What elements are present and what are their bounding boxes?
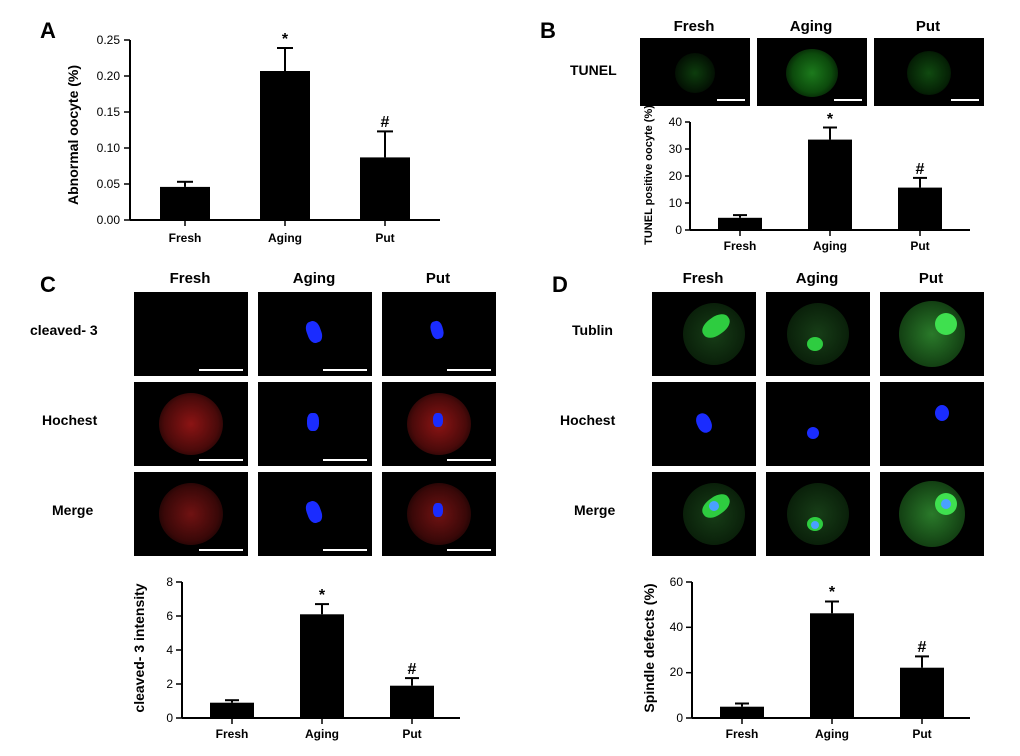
panel-d-col-put: Put <box>878 270 984 287</box>
d-hochest-put <box>880 382 984 466</box>
panel-d-label: D <box>552 272 568 298</box>
d-merge-put <box>880 472 984 556</box>
svg-text:Put: Put <box>912 727 931 741</box>
panel-b-micro-put <box>874 38 984 106</box>
svg-text:Put: Put <box>910 239 929 253</box>
svg-text:Fresh: Fresh <box>216 727 249 741</box>
panel-c-label: C <box>40 272 56 298</box>
svg-text:4: 4 <box>166 643 173 657</box>
panel-c-row-hochest: Hochest <box>42 412 97 428</box>
c-cleaved3-aging <box>258 292 372 376</box>
svg-text:40: 40 <box>669 115 683 129</box>
d-hochest-aging <box>766 382 870 466</box>
svg-text:Aging: Aging <box>815 727 849 741</box>
d-tublin-aging <box>766 292 870 376</box>
c-cleaved3-fresh <box>134 292 248 376</box>
panel-d-row-hochest: Hochest <box>560 412 615 428</box>
panel-d-col-fresh: Fresh <box>650 270 756 287</box>
panel-d-row-merge: Merge <box>574 502 615 518</box>
svg-text:Fresh: Fresh <box>726 727 759 741</box>
c-hochest-fresh <box>134 382 248 466</box>
svg-text:#: # <box>408 661 417 678</box>
figure: A Abnormal oocyte (%) 0.00 0.05 0.10 0.1… <box>0 0 1020 756</box>
panel-b-col-put: Put <box>872 18 984 35</box>
panel-c-chart: cleaved- 3 intensity 0 2 4 6 8 * # Fresh… <box>130 570 480 745</box>
svg-text:*: * <box>829 584 836 601</box>
svg-text:Fresh: Fresh <box>169 231 202 245</box>
svg-text:10: 10 <box>669 196 683 210</box>
panel-a-label: A <box>40 18 56 44</box>
panel-b-rowlabel: TUNEL <box>570 62 617 78</box>
svg-text:#: # <box>918 639 927 656</box>
panel-c-col-put: Put <box>380 270 496 287</box>
panel-b-col-fresh: Fresh <box>638 18 750 35</box>
svg-text:Aging: Aging <box>813 239 847 253</box>
panel-a-xticks: Fresh Aging Put <box>169 220 395 245</box>
panel-a-yticks: 0.00 0.05 0.10 0.15 0.20 0.25 <box>97 33 130 227</box>
svg-text:0.10: 0.10 <box>97 141 121 155</box>
svg-text:20: 20 <box>669 169 683 183</box>
svg-text:2: 2 <box>166 677 173 691</box>
panel-b-ylabel: TUNEL positive oocyte (%) <box>643 105 655 245</box>
svg-text:0: 0 <box>676 711 683 725</box>
panel-c-row-cleaved3: cleaved- 3 <box>30 322 98 338</box>
panel-a-chart: Abnormal oocyte (%) 0.00 0.05 0.10 0.15 … <box>60 30 460 255</box>
panel-c-row-merge: Merge <box>52 502 93 518</box>
panel-c-ylabel: cleaved- 3 intensity <box>131 583 147 712</box>
svg-text:Put: Put <box>402 727 421 741</box>
d-hochest-fresh <box>652 382 756 466</box>
svg-text:6: 6 <box>166 609 173 623</box>
c-hochest-put <box>382 382 496 466</box>
svg-text:#: # <box>381 114 390 131</box>
c-merge-aging <box>258 472 372 556</box>
c-merge-put <box>382 472 496 556</box>
svg-text:0.20: 0.20 <box>97 69 121 83</box>
svg-text:*: * <box>827 111 834 128</box>
svg-text:Aging: Aging <box>305 727 339 741</box>
panel-b-col-aging: Aging <box>755 18 867 35</box>
panel-b-micro-aging <box>757 38 867 106</box>
svg-text:Fresh: Fresh <box>724 239 757 253</box>
svg-text:#: # <box>916 161 925 178</box>
svg-text:30: 30 <box>669 142 683 156</box>
panel-d-chart: Spindle defects (%) 0 20 40 60 * # Fresh… <box>640 570 990 745</box>
svg-text:Aging: Aging <box>268 231 302 245</box>
svg-text:0.25: 0.25 <box>97 33 121 47</box>
panel-d-col-aging: Aging <box>764 270 870 287</box>
c-hochest-aging <box>258 382 372 466</box>
d-merge-aging <box>766 472 870 556</box>
panel-a-bars <box>160 71 410 220</box>
d-tublin-put <box>880 292 984 376</box>
panel-b-chart: TUNEL positive oocyte (%) 0 10 20 30 40 … <box>640 112 985 254</box>
svg-text:*: * <box>282 31 289 48</box>
panel-d-row-tublin: Tublin <box>572 322 613 338</box>
svg-text:0: 0 <box>166 711 173 725</box>
c-merge-fresh <box>134 472 248 556</box>
panel-d-ylabel: Spindle defects (%) <box>641 583 657 712</box>
svg-text:0.05: 0.05 <box>97 177 121 191</box>
svg-text:0.00: 0.00 <box>97 213 121 227</box>
svg-text:20: 20 <box>670 665 684 679</box>
svg-text:60: 60 <box>670 575 684 589</box>
panel-c-col-fresh: Fresh <box>132 270 248 287</box>
c-cleaved3-put <box>382 292 496 376</box>
svg-text:*: * <box>319 587 326 604</box>
panel-a-ylabel: Abnormal oocyte (%) <box>65 65 81 205</box>
d-merge-fresh <box>652 472 756 556</box>
svg-text:8: 8 <box>166 575 173 589</box>
svg-text:40: 40 <box>670 620 684 634</box>
panel-c-col-aging: Aging <box>256 270 372 287</box>
svg-text:Put: Put <box>375 231 394 245</box>
svg-text:0: 0 <box>675 223 682 237</box>
svg-text:0.15: 0.15 <box>97 105 121 119</box>
panel-b-micro-fresh <box>640 38 750 106</box>
panel-b-label: B <box>540 18 556 44</box>
d-tublin-fresh <box>652 292 756 376</box>
